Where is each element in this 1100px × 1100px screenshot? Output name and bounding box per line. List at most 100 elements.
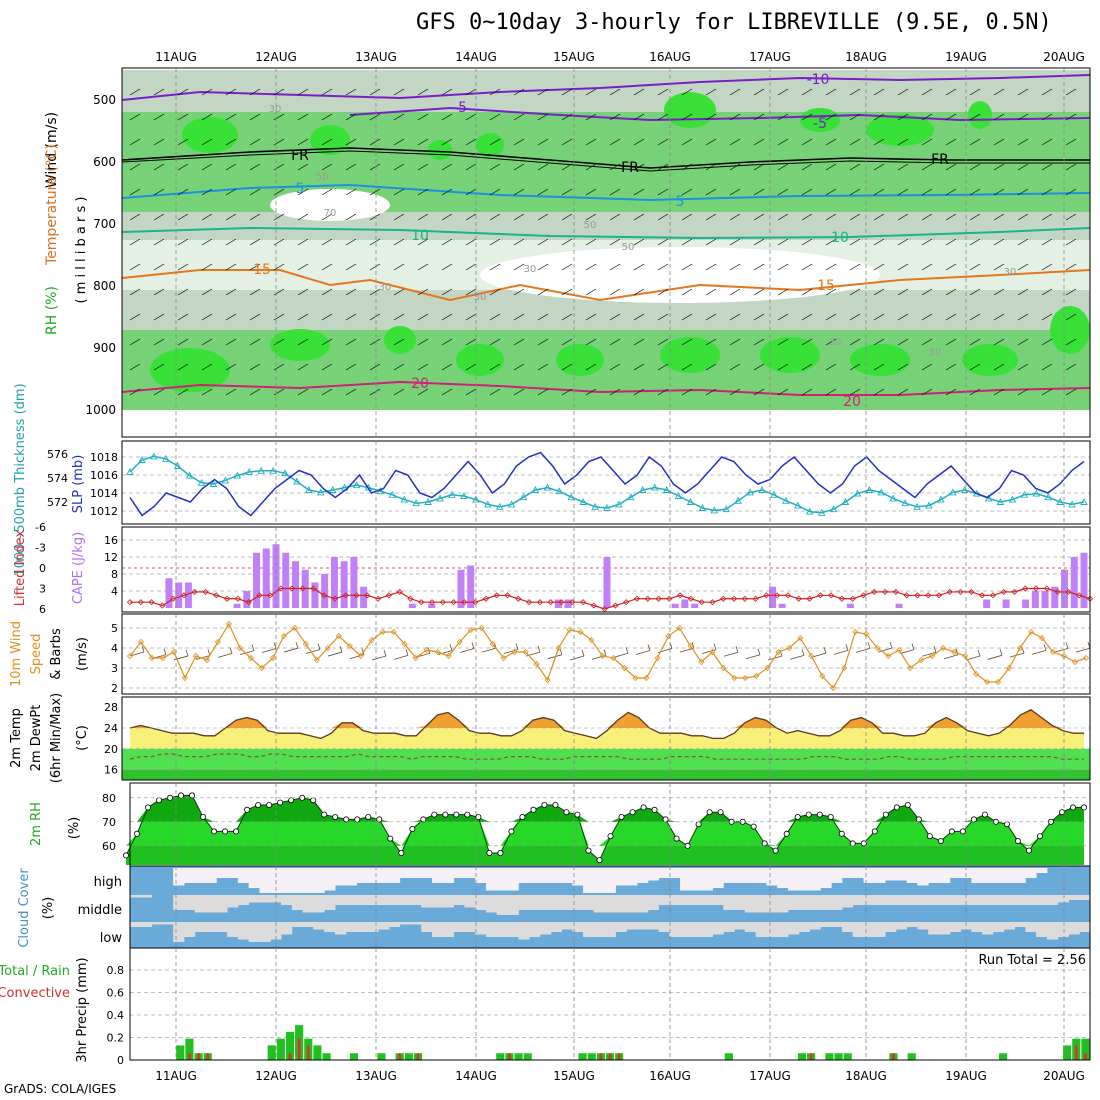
wind-barb [249, 88, 261, 96]
li-point [741, 595, 748, 602]
precip-convective-bar [188, 1053, 191, 1060]
cloud-clear-segment [302, 868, 314, 893]
temp-tick: 20 [104, 743, 118, 756]
cloud-clear-segment [712, 868, 724, 888]
wind-barb [129, 363, 141, 371]
rh-point [409, 826, 416, 833]
thickness-point [221, 476, 230, 484]
wind-barb [681, 188, 693, 196]
wind-barb [489, 288, 501, 296]
wind-speed-point [610, 654, 617, 662]
wind-barb [753, 263, 765, 271]
thickness-point [567, 493, 575, 501]
cloud-clear-segment [432, 868, 444, 883]
temp-ylabel-unit: (°C) [75, 725, 90, 751]
cloud-clear-segment [248, 922, 260, 942]
thickness-point [913, 502, 921, 510]
wind-barb [585, 188, 597, 196]
cloud-level-label: middle [78, 903, 122, 918]
cloud-clear-segment [852, 922, 864, 937]
wind-barb [729, 88, 741, 96]
wind-barb [585, 338, 597, 346]
precip-panel: 0.8 0.6 0.4 0.2 0 Total / Rain Convective 3hr P… [0, 953, 1090, 1067]
date-label-top: 14AUG [455, 50, 497, 64]
wind-speed-point [863, 630, 870, 638]
thickness-point [829, 505, 838, 513]
wind-barb [969, 313, 981, 321]
wind-barb [297, 363, 309, 371]
cloud-clear-segment [507, 868, 519, 891]
wind-barb [393, 388, 405, 396]
cloud-clear-segment [992, 868, 1005, 883]
cloud-clear-segment [647, 895, 660, 910]
wind-barb [513, 388, 525, 396]
cloud-clear-segment [378, 868, 390, 883]
rh-high-area [428, 140, 452, 160]
wind-barb [1065, 263, 1077, 271]
rh-contour-label: 30 [379, 282, 392, 293]
precip-total-bar [313, 1045, 322, 1060]
date-label-top: 13AUG [355, 50, 397, 64]
cloud-clear-segment [130, 895, 142, 898]
wind-barb [153, 363, 165, 371]
rh-point [959, 828, 966, 835]
cloud-clear-segment [399, 895, 411, 905]
panel-frame [121, 526, 1091, 613]
wind-barb [849, 163, 861, 171]
wind-barb [735, 646, 739, 653]
wind-barb [603, 649, 607, 656]
rh-point [794, 814, 801, 821]
wind-barb [753, 363, 765, 371]
wind-barb [371, 655, 387, 661]
wind-barb [753, 338, 765, 346]
cloud-clear-segment [777, 868, 789, 888]
wind-barb [327, 651, 343, 657]
cloud-clear-segment [281, 922, 293, 935]
rh-high-area [182, 117, 238, 153]
rh-contour-label: 30 [1004, 267, 1017, 278]
wind-barb [321, 288, 333, 296]
cloud-clear-segment [895, 922, 908, 930]
thickness-point [412, 499, 420, 507]
cape-bar [983, 599, 991, 608]
date-label-bottom: 12AUG [255, 1069, 297, 1083]
contour-label: 10 [831, 230, 849, 246]
rh-contour-label: 30 [829, 337, 842, 348]
wind-barb [393, 655, 409, 660]
thickness-point [627, 493, 635, 501]
wind-barb [225, 238, 237, 246]
precip-total-bar [185, 1038, 194, 1060]
wind-barb [1065, 388, 1077, 396]
cloud-clear-segment [324, 895, 336, 910]
cloud-clear-segment [690, 868, 703, 891]
wind-speed-point [247, 654, 254, 662]
li-point [224, 595, 231, 602]
wind-barb [225, 388, 237, 396]
rh-point [596, 857, 603, 864]
date-label-bottom: 20AUG [1043, 1069, 1085, 1083]
cloud-clear-segment [259, 922, 271, 942]
rh-tick: 70 [102, 816, 116, 829]
wind-barb [321, 363, 333, 371]
slp-tick: 1014 [90, 487, 118, 500]
wind-speed-point [764, 664, 771, 672]
wind-barb [177, 113, 189, 121]
contour-label: 10 [411, 228, 429, 244]
rh-point [200, 814, 207, 821]
wind-barb [873, 338, 885, 346]
wind-barb [921, 213, 933, 221]
wind-barb [201, 163, 213, 171]
wind-barb [705, 213, 717, 221]
cape-bar [681, 599, 689, 608]
thickness-point [245, 468, 254, 475]
wind-barb [877, 647, 893, 653]
wind-barb [201, 138, 213, 146]
wind-barb [609, 238, 621, 246]
wind-speed-point [214, 638, 221, 646]
wind-barb [153, 288, 165, 296]
wind-barb [489, 263, 501, 271]
pressure-tick: 800 [93, 279, 116, 293]
wind-barb [417, 138, 429, 146]
rh-point [464, 811, 471, 818]
wind-barb [417, 388, 429, 396]
